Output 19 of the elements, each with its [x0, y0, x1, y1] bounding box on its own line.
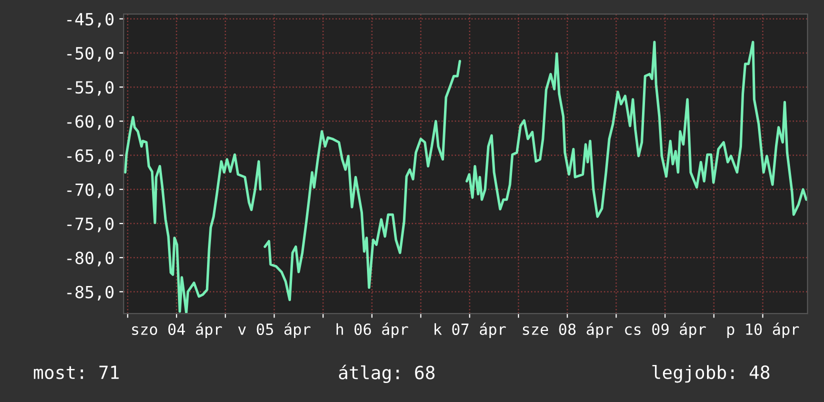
- text: most: 71: [34, 366, 119, 380]
- x-tick-label: h 06 ápr: [336, 322, 408, 338]
- y-tick-label: -75,0: [67, 218, 114, 232]
- y-tick-label: -55,0: [67, 81, 114, 96]
- x-tick-label: v 05 ápr: [238, 322, 310, 338]
- x-tick-label: p 10 ápr: [727, 322, 799, 338]
- text: legjobb: 48: [652, 365, 770, 383]
- y-tick-label: -45,0: [67, 12, 114, 28]
- y-tick-label: -60,0: [67, 115, 114, 130]
- x-tick-label: cs 09 ápr: [625, 322, 706, 338]
- y-tick-label: -80,0: [67, 252, 114, 266]
- y-tick-label: -65,0: [67, 149, 114, 164]
- x-tick-label: k 07 ápr: [434, 322, 506, 338]
- text: átlag: 68: [339, 364, 435, 384]
- y-tick-label: -85,0: [67, 286, 114, 300]
- y-tick-label: -70,0: [67, 183, 114, 198]
- x-tick-label: sze 08 ápr: [522, 322, 613, 338]
- y-tick-label: -50,0: [67, 46, 114, 62]
- x-tick-label: szo 04 ápr: [132, 322, 222, 338]
